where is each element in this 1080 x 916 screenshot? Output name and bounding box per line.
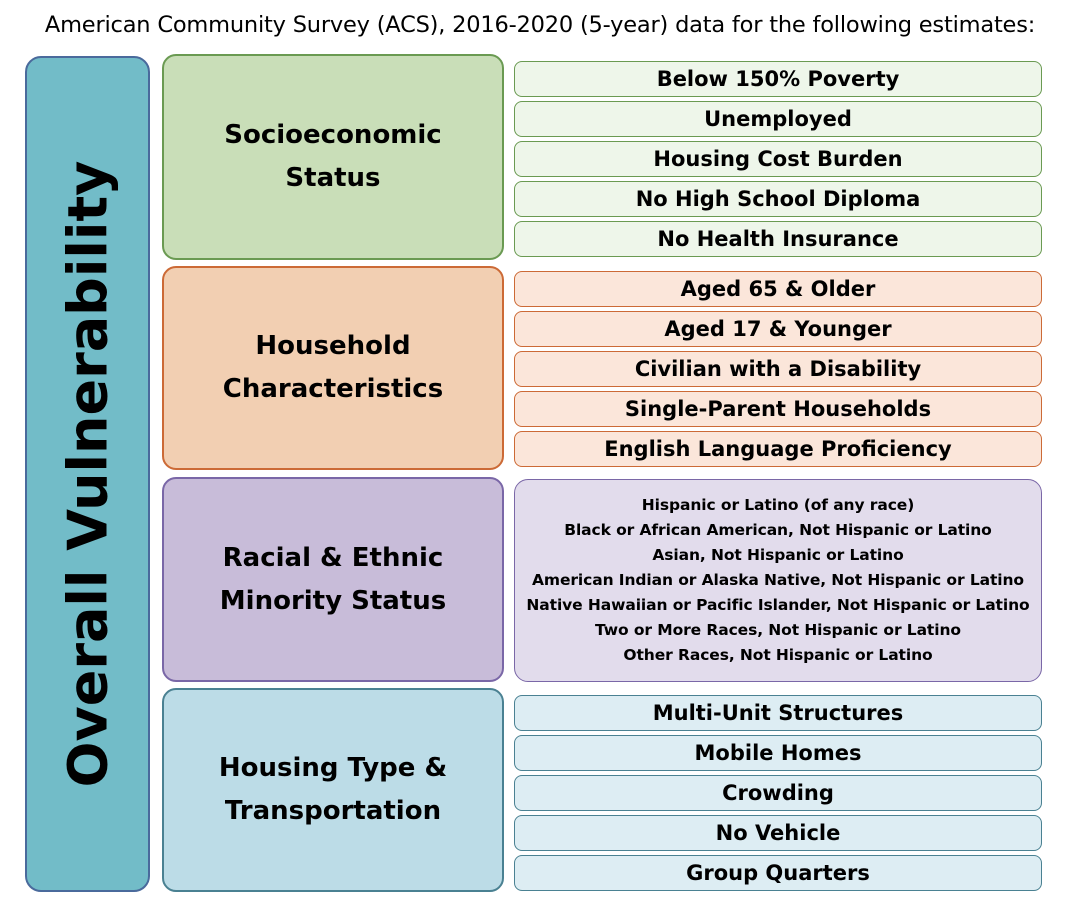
- household-item: Aged 65 & Older: [514, 271, 1042, 307]
- housing-item: Mobile Homes: [514, 735, 1042, 771]
- racial-items-box: Hispanic or Latino (of any race) Black o…: [514, 479, 1042, 682]
- household-item: Single-Parent Households: [514, 391, 1042, 427]
- theme-housing-box: Housing Type & Transportation: [162, 688, 504, 892]
- household-item: English Language Proficiency: [514, 431, 1042, 467]
- socioeconomic-item: Unemployed: [514, 101, 1042, 137]
- racial-item: Hispanic or Latino (of any race): [641, 496, 915, 514]
- theme-racial-box: Racial & Ethnic Minority Status: [162, 477, 504, 682]
- overall-vulnerability-box: Overall Vulnerability: [25, 56, 150, 892]
- housing-item: Multi-Unit Structures: [514, 695, 1042, 731]
- theme-household-box: Household Characteristics: [162, 266, 504, 470]
- socioeconomic-item: Housing Cost Burden: [514, 141, 1042, 177]
- racial-item: Other Races, Not Hispanic or Latino: [623, 646, 933, 664]
- overall-vulnerability-label: Overall Vulnerability: [56, 160, 119, 788]
- header-title: American Community Survey (ACS), 2016-20…: [44, 12, 1036, 38]
- theme-socioeconomic-title: Socioeconomic Status: [224, 120, 442, 193]
- household-item: Aged 17 & Younger: [514, 311, 1042, 347]
- theme-racial-title: Racial & Ethnic Minority Status: [219, 542, 447, 616]
- housing-item: No Vehicle: [514, 815, 1042, 851]
- theme-household-title: Household Characteristics: [222, 331, 444, 404]
- racial-item: Native Hawaiian or Pacific Islander, Not…: [526, 596, 1030, 614]
- socioeconomic-item: No High School Diploma: [514, 181, 1042, 217]
- housing-item: Group Quarters: [514, 855, 1042, 891]
- racial-item: American Indian or Alaska Native, Not Hi…: [532, 571, 1024, 589]
- socioeconomic-item: No Health Insurance: [514, 221, 1042, 257]
- theme-socioeconomic-box: Socioeconomic Status: [162, 54, 504, 260]
- racial-item: Two or More Races, Not Hispanic or Latin…: [595, 621, 961, 639]
- socioeconomic-item: Below 150% Poverty: [514, 61, 1042, 97]
- racial-item: Asian, Not Hispanic or Latino: [652, 546, 904, 564]
- household-item: Civilian with a Disability: [514, 351, 1042, 387]
- racial-item: Black or African American, Not Hispanic …: [564, 521, 992, 539]
- housing-item: Crowding: [514, 775, 1042, 811]
- theme-housing-title: Housing Type & Transportation: [218, 753, 448, 826]
